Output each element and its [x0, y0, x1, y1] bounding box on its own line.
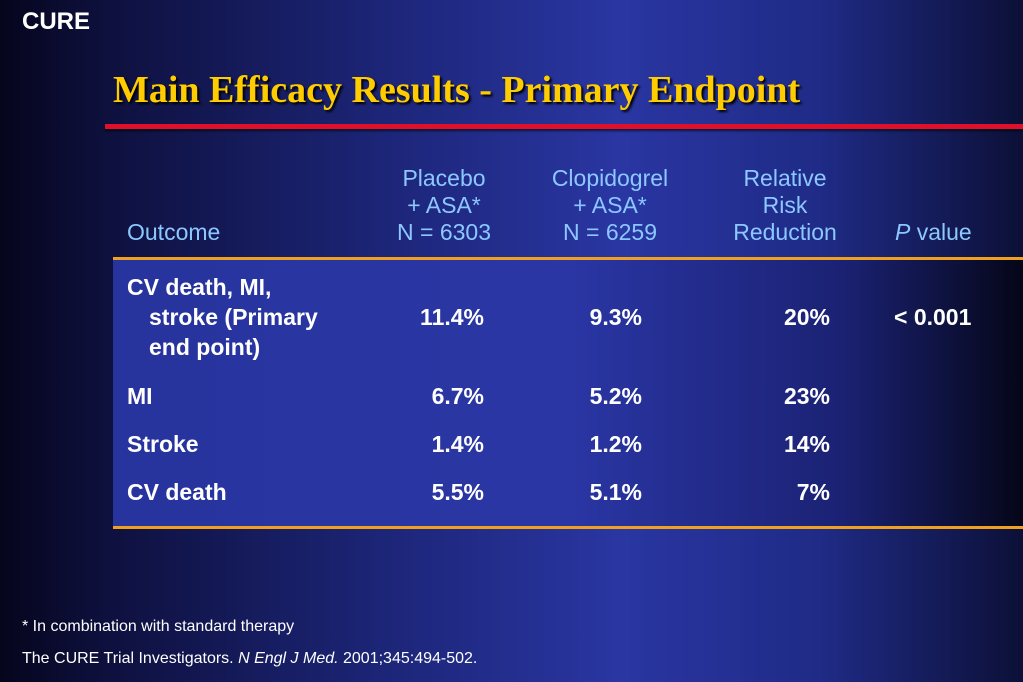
header-p-rest: value	[910, 219, 972, 245]
row-cv-death-outcome: CV death	[127, 479, 227, 505]
title-divider	[105, 124, 1023, 129]
reference-suffix: 2001;345:494-502.	[338, 650, 478, 667]
slide-title: Main Efficacy Results - Primary Endpoint	[113, 69, 801, 111]
corner-label: CURE	[22, 8, 91, 35]
header-rrr-line2: Risk	[762, 192, 808, 218]
header-placebo-line3: N = 6303	[397, 219, 491, 245]
row-cv-death-rrr: 7%	[796, 479, 830, 505]
row-mi-placebo: 6.7%	[431, 383, 484, 409]
header-clopidogrel: Clopidogrel + ASA* N = 6259	[525, 165, 695, 246]
row-primary-rrr: 20%	[783, 304, 830, 330]
header-relative-risk-reduction: Relative Risk Reduction	[705, 165, 865, 246]
row-mi-outcome: MI	[127, 383, 153, 409]
header-outcome: Outcome	[127, 219, 221, 245]
row-cv-death-clopidogrel: 5.1%	[589, 479, 642, 505]
table-bottom-rule	[113, 526, 1023, 529]
header-clopidogrel-line1: Clopidogrel	[551, 165, 669, 191]
header-p-italic: P	[895, 219, 911, 245]
reference-prefix: The CURE Trial Investigators.	[22, 650, 239, 667]
results-table-panel	[113, 260, 1023, 529]
row-primary-outcome-line1: CV death, MI,	[127, 274, 272, 300]
header-clopidogrel-line2: + ASA*	[573, 192, 647, 218]
header-clopidogrel-line3: N = 6259	[563, 219, 657, 245]
footnote-reference: The CURE Trial Investigators. N Engl J M…	[22, 650, 477, 668]
row-stroke-rrr: 14%	[783, 431, 830, 457]
header-rrr-line1: Relative	[743, 165, 827, 191]
row-stroke-outcome: Stroke	[127, 431, 199, 457]
header-rrr-line3: Reduction	[733, 219, 837, 245]
header-placebo-line2: + ASA*	[407, 192, 481, 218]
header-placebo-line1: Placebo	[402, 165, 486, 191]
header-p-value: P value	[895, 219, 972, 246]
row-primary-outcome-line3: end point)	[149, 334, 261, 360]
row-cv-death-placebo: 5.5%	[431, 479, 484, 505]
reference-journal: N Engl J Med.	[238, 650, 339, 667]
header-placebo: Placebo + ASA* N = 6303	[364, 165, 524, 246]
row-stroke-clopidogrel: 1.2%	[589, 431, 642, 457]
row-stroke-placebo: 1.4%	[431, 431, 484, 457]
footnote-asterisk: * In combination with standard therapy	[22, 618, 295, 635]
table-header-rule	[113, 257, 1023, 260]
row-mi-clopidogrel: 5.2%	[589, 383, 642, 409]
row-primary-p-value: < 0.001	[894, 304, 972, 330]
row-primary-outcome-line2: stroke (Primary	[149, 304, 318, 330]
row-primary-placebo: 11.4%	[420, 304, 484, 330]
row-primary-clopidogrel: 9.3%	[589, 304, 642, 330]
row-mi-rrr: 23%	[783, 383, 830, 409]
